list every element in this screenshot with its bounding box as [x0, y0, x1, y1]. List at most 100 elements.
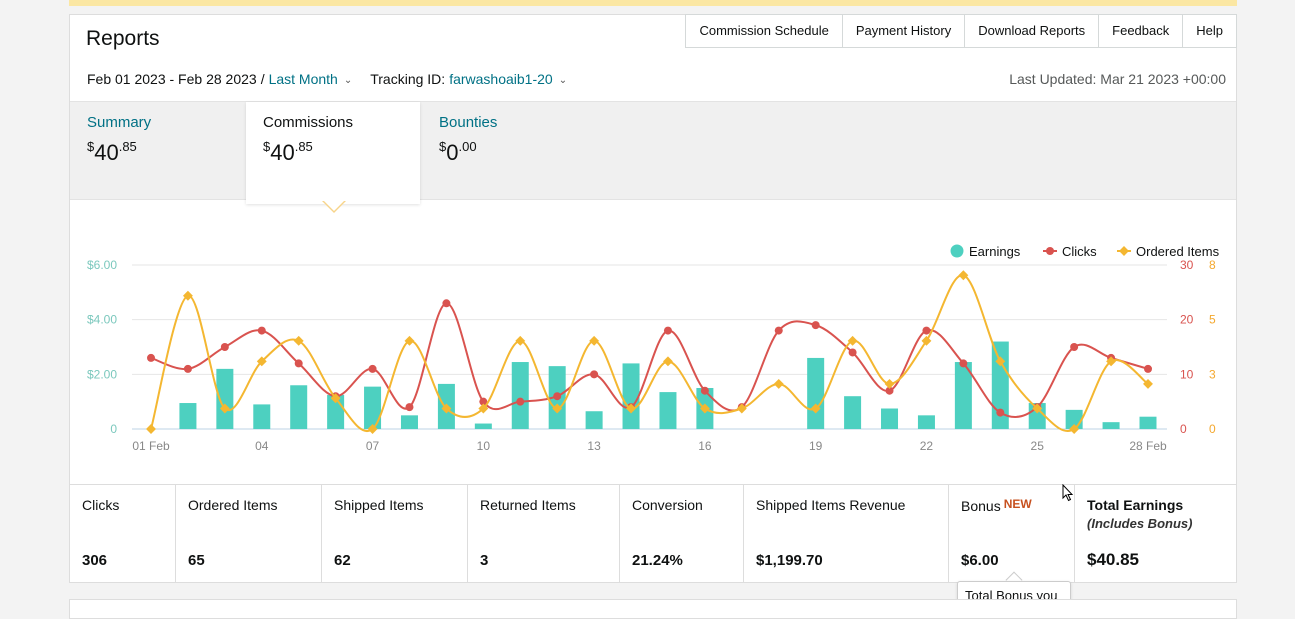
y-right-clicks-tick-label: 10	[1180, 367, 1194, 381]
earnings-bar	[400, 415, 418, 429]
ordered-items-point	[699, 403, 710, 414]
y-right-items-tick-label: 8	[1209, 258, 1216, 272]
earnings-bar	[585, 411, 603, 429]
x-tick-label: 28 Feb	[1129, 439, 1167, 453]
filter-row: Feb 01 2023 - Feb 28 2023 / Last Month ⌄…	[87, 71, 567, 87]
clicks-line	[150, 302, 1149, 418]
earnings-bar	[290, 385, 308, 429]
y-left-tick-label: $4.00	[87, 313, 117, 327]
metric-bonus[interactable]: Bonus NEW $6.00	[949, 485, 1075, 583]
clicks-point	[848, 348, 857, 357]
clicks-point	[294, 359, 303, 368]
metric-value: 65	[188, 552, 205, 569]
earnings-bar	[179, 403, 197, 429]
metric-value: 306	[82, 552, 108, 569]
legend-clicks-marker	[1046, 247, 1054, 255]
x-tick-label: 04	[255, 439, 269, 453]
earnings-bar	[917, 415, 935, 429]
clicks-point	[368, 364, 377, 373]
metric-clicks: Clicks 306	[70, 485, 176, 583]
tab-commissions[interactable]: Commissions $40.85	[246, 102, 420, 204]
page-title: Reports	[86, 27, 160, 50]
ordered-items-point	[219, 403, 230, 414]
tab-bounties[interactable]: Bounties $0.00	[422, 102, 596, 199]
earnings-bar	[216, 368, 234, 429]
legend-label: Clicks	[1062, 244, 1097, 259]
metric-shipped-items: Shipped Items 62	[322, 485, 468, 583]
x-tick-label: 13	[587, 439, 601, 453]
y-right-clicks-tick-label: 20	[1180, 313, 1194, 327]
ordered-items-point	[146, 424, 156, 434]
tab-commissions-label: Commissions	[263, 114, 354, 131]
ordered-items-point	[958, 270, 969, 281]
payment-history-tab[interactable]: Payment History	[841, 14, 966, 48]
tab-summary[interactable]: Summary $40.85	[70, 102, 244, 199]
clicks-point	[700, 386, 709, 395]
metric-value: $40.85	[1087, 550, 1139, 569]
legend-label: Earnings	[969, 244, 1021, 259]
commission-schedule-tab[interactable]: Commission Schedule	[685, 14, 843, 48]
ordered-items-point	[1143, 378, 1153, 389]
earnings-bar	[1139, 416, 1157, 429]
metrics-row: Clicks 306 Ordered Items 65 Shipped Item…	[70, 484, 1236, 583]
range-preset-dropdown[interactable]: Last Month	[268, 71, 338, 87]
help-tab[interactable]: Help	[1182, 14, 1237, 48]
feedback-tab[interactable]: Feedback	[1098, 14, 1184, 48]
y-right-clicks-tick-label: 30	[1180, 258, 1194, 272]
clicks-point	[922, 326, 931, 335]
mouse-cursor-icon	[1062, 484, 1074, 502]
earnings-bar	[253, 404, 271, 429]
download-reports-tab[interactable]: Download Reports	[964, 14, 1100, 48]
x-tick-label: 25	[1031, 439, 1045, 453]
last-updated: Last Updated: Mar 21 2023 +00:00	[1009, 71, 1226, 87]
earnings-bar	[622, 363, 640, 429]
clicks-point	[1070, 343, 1079, 351]
earnings-bar	[991, 341, 1009, 429]
earnings-bar	[1102, 422, 1120, 429]
metric-ordered-items: Ordered Items 65	[176, 485, 322, 583]
ordered-items-point	[663, 356, 673, 367]
metric-value: 21.24%	[632, 552, 683, 569]
x-tick-label: 10	[477, 439, 491, 453]
clicks-point	[442, 299, 451, 308]
ordered-items-point	[589, 335, 600, 346]
reports-panel: Reports Commission Schedule Payment Hist…	[69, 14, 1237, 583]
metric-conversion: Conversion 21.24%	[620, 485, 744, 583]
y-left-tick-label: $2.00	[87, 367, 117, 381]
metric-label: Shipped Items Revenue	[756, 497, 906, 513]
x-tick-label: 07	[366, 439, 380, 453]
metric-total-earnings: Total Earnings (Includes Bonus) $40.85	[1075, 485, 1236, 583]
metric-label: Total Earnings	[1087, 497, 1184, 513]
tracking-id-dropdown[interactable]: farwashoaib1-20	[449, 71, 553, 87]
clicks-point	[257, 326, 266, 335]
metric-returned-items: Returned Items 3	[468, 485, 620, 583]
ordered-items-point	[810, 403, 821, 414]
metric-label: Returned Items	[480, 497, 576, 513]
chevron-down-icon[interactable]: ⌄	[343, 74, 353, 86]
ordered-items-point	[736, 403, 747, 414]
clicks-point	[516, 397, 525, 406]
ordered-items-point	[552, 403, 563, 414]
metric-shipped-revenue: Shipped Items Revenue $1,199.70	[744, 485, 949, 583]
clicks-point	[774, 326, 783, 335]
y-right-clicks-tick-label: 0	[1180, 422, 1187, 436]
x-tick-label: 19	[809, 439, 823, 453]
metric-label: Conversion	[632, 497, 703, 513]
earnings-bar	[511, 362, 529, 429]
ordered-items-point	[884, 378, 895, 389]
legend-items-marker	[1119, 246, 1129, 256]
active-tab-pointer-inner	[324, 201, 344, 211]
x-tick-label: 22	[920, 439, 934, 453]
tab-summary-value: $40.85	[87, 139, 137, 165]
chevron-down-icon[interactable]: ⌄	[558, 74, 568, 86]
legend-earnings-marker	[950, 244, 964, 258]
x-tick-label: 01 Feb	[132, 439, 170, 453]
ordered-items-point	[1106, 356, 1117, 367]
metric-label: Shipped Items	[334, 497, 424, 513]
ordered-items-point	[847, 335, 858, 346]
earnings-bar	[881, 408, 899, 429]
metric-value: 3	[480, 552, 489, 569]
date-range: Feb 01 2023 - Feb 28 2023	[87, 71, 257, 87]
earnings-bar	[659, 392, 677, 429]
report-links: Commission Schedule Payment History Down…	[685, 14, 1237, 48]
